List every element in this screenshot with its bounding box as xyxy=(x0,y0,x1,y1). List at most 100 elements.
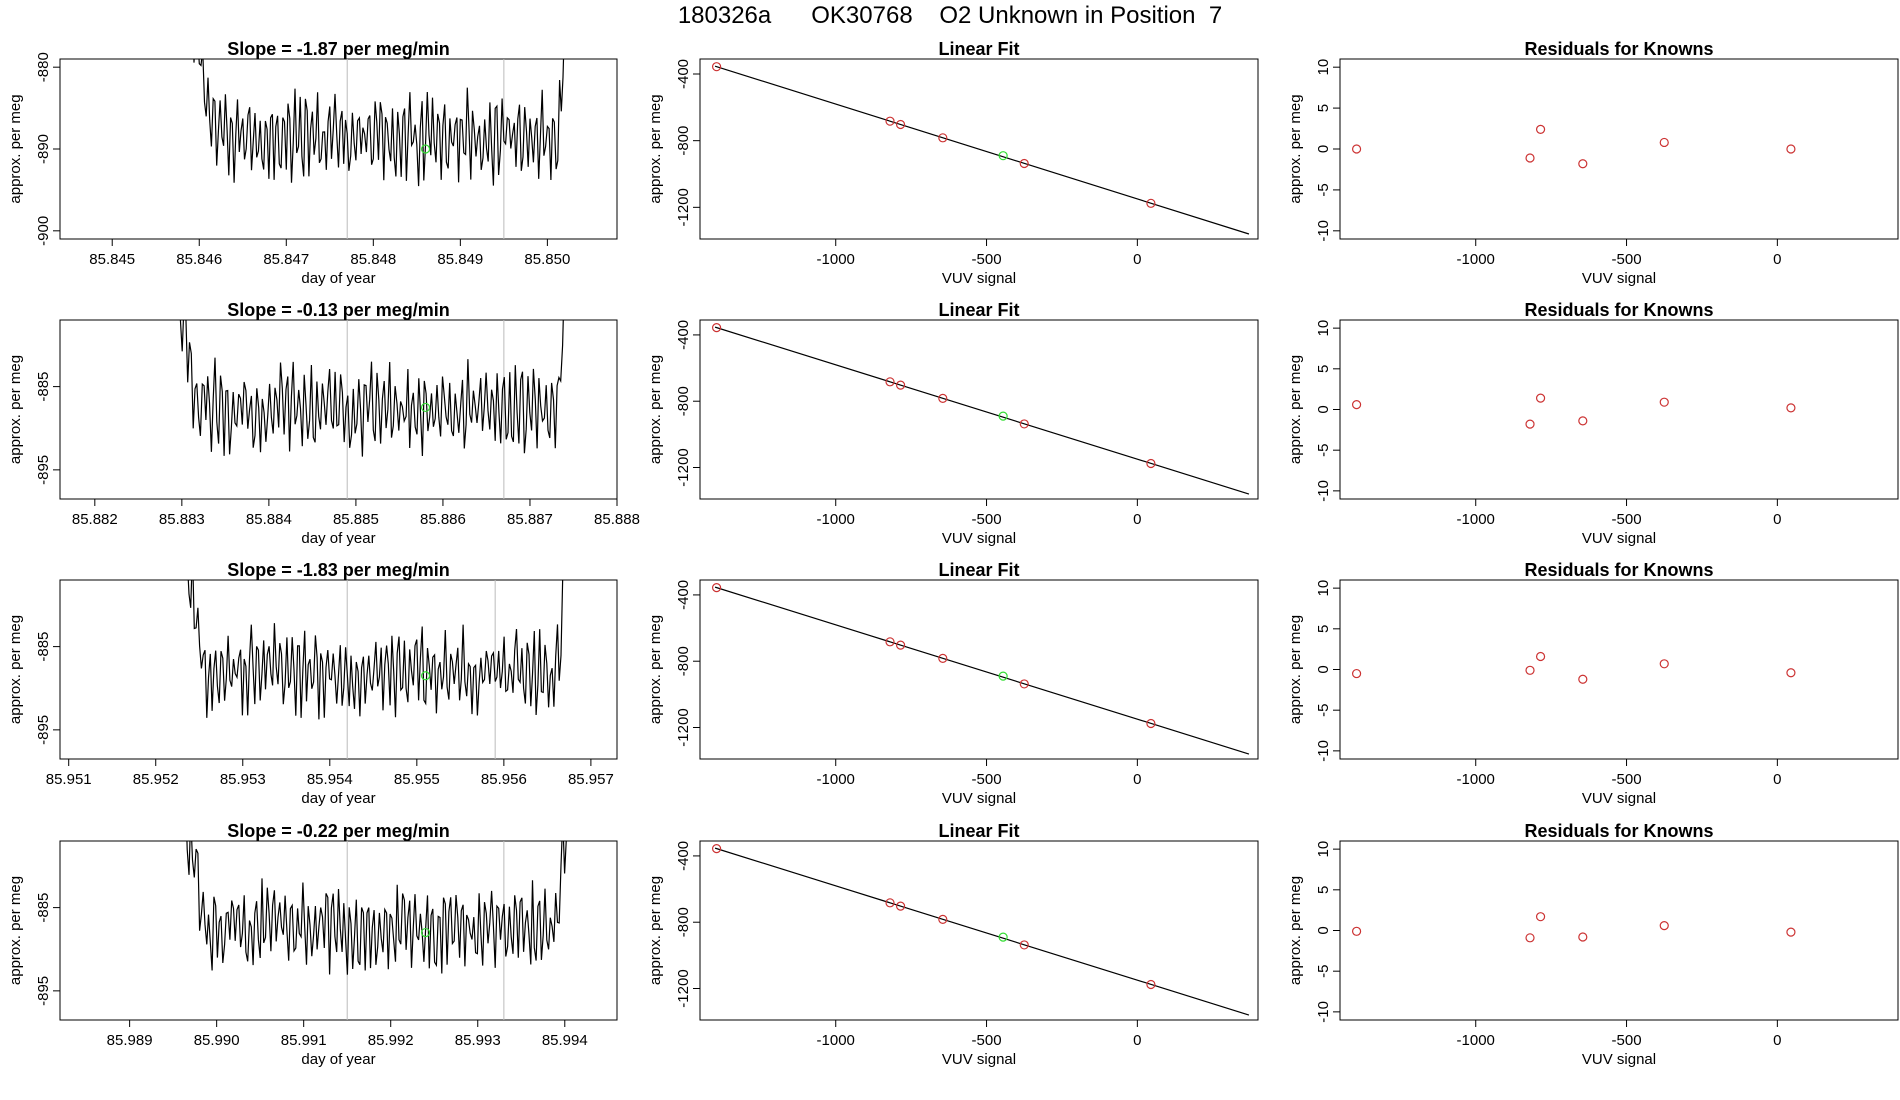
known-point xyxy=(1019,679,1029,689)
signal-trace xyxy=(193,59,565,187)
x-tick-label: -500 xyxy=(1612,771,1642,788)
y-tick-label: 0 xyxy=(1315,405,1332,413)
residual-point xyxy=(1525,153,1535,163)
x-tick-label: 0 xyxy=(1773,251,1781,268)
y-axis-label: approx. per meg xyxy=(647,615,664,724)
chart-title: Linear Fit xyxy=(938,300,1019,320)
x-tick-label: 0 xyxy=(1773,771,1781,788)
x-tick-label: 85.993 xyxy=(455,1032,501,1049)
y-tick-label: -5 xyxy=(1315,704,1332,717)
chart-linear-fit-2: Linear Fit -1000 -500 0 VUV signal -1200 -800 -… xyxy=(647,300,1259,547)
known-point xyxy=(895,901,906,911)
y-tick-label: -1200 xyxy=(675,708,692,746)
x-axis-label: VUV signal xyxy=(1582,530,1656,547)
plot-area xyxy=(193,59,565,239)
y-tick-label: -400 xyxy=(675,59,692,89)
x-tick-label: 0 xyxy=(1133,511,1141,528)
known-point xyxy=(711,583,722,593)
residual-point xyxy=(1578,416,1588,426)
known-point xyxy=(938,653,948,663)
known-point xyxy=(885,898,895,908)
residual-point xyxy=(1535,912,1546,922)
y-tick-label: -800 xyxy=(675,907,692,937)
y-axis-label: approx. per meg xyxy=(647,355,664,464)
plot-area xyxy=(1351,393,1796,429)
y-tick-label: -5 xyxy=(1315,965,1332,978)
chart-title: Slope = -0.22 per meg/min xyxy=(227,821,450,841)
y-axis-label: approx. per meg xyxy=(647,94,664,203)
y-tick-label: -895 xyxy=(35,976,52,1006)
residual-point xyxy=(1525,419,1535,429)
x-axis-label: day of year xyxy=(301,1051,375,1068)
known-point xyxy=(895,119,906,130)
y-tick-label: -895 xyxy=(35,455,52,485)
chart-title: Linear Fit xyxy=(938,39,1019,59)
y-tick-label: -400 xyxy=(675,320,692,350)
y-tick-label: 10 xyxy=(1315,841,1332,858)
residual-point xyxy=(1786,668,1796,678)
plot-frame xyxy=(59,319,618,500)
known-point xyxy=(711,844,722,854)
known-point xyxy=(1146,718,1156,729)
chart-residuals-4: Residuals for Knowns -1000 -500 0 VUV signal… xyxy=(1287,821,1899,1068)
y-tick-label: -10 xyxy=(1315,1001,1332,1023)
x-tick-label: -1000 xyxy=(1457,771,1495,788)
y-tick-label: 0 xyxy=(1315,665,1332,673)
fit-line xyxy=(714,847,1250,1016)
plot-frame xyxy=(1339,840,1899,1021)
residual-point xyxy=(1535,651,1546,662)
y-tick-label: -800 xyxy=(675,126,692,156)
chart-time-series-1: Slope = -1.87 per meg/min 85.845 85.846 85.… xyxy=(7,39,618,287)
y-axis-label: approx. per meg xyxy=(1287,615,1304,724)
plot-area xyxy=(711,62,1250,235)
x-tick-label: 85.994 xyxy=(542,1032,588,1049)
plot-frame xyxy=(1339,579,1899,760)
y-tick-label: 5 xyxy=(1315,104,1332,112)
x-tick-label: 85.991 xyxy=(281,1032,327,1049)
chart-time-series-3: Slope = -1.83 per meg/min 85.951 85.952 85.… xyxy=(7,560,618,807)
residual-point xyxy=(1351,668,1362,679)
known-point xyxy=(1019,940,1029,950)
signal-trace xyxy=(186,841,567,975)
x-tick-label: 85.956 xyxy=(481,771,527,788)
y-axis-label: approx. per meg xyxy=(7,94,24,203)
chart-linear-fit-3: Linear Fit -1000 -500 0 VUV signal -1200 -800 -… xyxy=(647,560,1259,807)
residual-point xyxy=(1786,927,1796,937)
plot-area xyxy=(711,844,1250,1016)
known-point xyxy=(711,62,722,72)
chart-title: Slope = -0.13 per meg/min xyxy=(227,300,450,320)
x-tick-label: 85.955 xyxy=(394,771,440,788)
plot-area xyxy=(186,841,567,1020)
y-tick-label: -10 xyxy=(1315,740,1332,762)
chart-title: Residuals for Knowns xyxy=(1524,300,1713,320)
chart-time-series-4: Slope = -0.22 per meg/min 85.989 85.990 85.… xyxy=(7,821,618,1068)
x-tick-label: 85.957 xyxy=(568,771,614,788)
residual-point xyxy=(1525,933,1535,943)
y-tick-label: 5 xyxy=(1315,886,1332,894)
x-tick-label: 0 xyxy=(1773,1032,1781,1049)
unknown-marker xyxy=(420,144,431,154)
y-tick-label: 10 xyxy=(1315,59,1332,76)
chart-residuals-1: Residuals for Knowns -1000 -500 0 VUV signal… xyxy=(1287,39,1899,287)
known-point xyxy=(1146,458,1156,469)
y-tick-label: 0 xyxy=(1315,145,1332,153)
y-axis-label: approx. per meg xyxy=(1287,876,1304,985)
x-tick-label: -1000 xyxy=(817,771,855,788)
plot-area xyxy=(1351,651,1796,684)
unknown-marker xyxy=(420,671,431,681)
x-tick-label: -1000 xyxy=(817,251,855,268)
known-point xyxy=(1146,979,1156,990)
unknown-marker xyxy=(420,402,431,413)
x-tick-label: 85.992 xyxy=(368,1032,414,1049)
unknown-point xyxy=(998,932,1008,942)
known-point xyxy=(1019,158,1029,169)
residual-point xyxy=(1535,393,1546,403)
chart-linear-fit-1: Linear Fit -1000 -500 0 VUV signal -1200 -800 -… xyxy=(647,39,1259,287)
known-point xyxy=(895,380,906,390)
plot-area xyxy=(1351,912,1796,943)
plot-frame xyxy=(59,58,618,240)
y-tick-label: -1200 xyxy=(675,969,692,1007)
residual-point xyxy=(1578,159,1588,169)
unknown-point xyxy=(998,411,1008,421)
fit-line xyxy=(714,326,1250,495)
